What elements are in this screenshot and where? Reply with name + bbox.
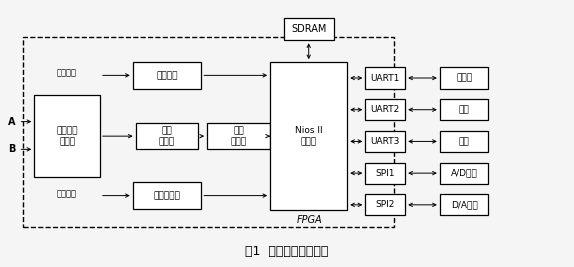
Text: B: B [8, 144, 15, 154]
Bar [365, 68, 405, 89]
Bar [440, 131, 488, 152]
Text: UART1: UART1 [371, 73, 400, 83]
Text: SDRAM: SDRAM [291, 24, 327, 34]
Bar [365, 163, 405, 184]
Bar [440, 163, 488, 184]
Bar [440, 99, 488, 120]
Text: 可逆
计数器: 可逆 计数器 [159, 126, 175, 146]
Bar [133, 182, 201, 209]
Text: 抖频计算: 抖频计算 [156, 71, 178, 80]
Text: SPI1: SPI1 [375, 169, 395, 178]
Text: 抖动: 抖动 [459, 137, 470, 146]
Text: FPGA: FPGA [297, 215, 323, 225]
Text: 上位机: 上位机 [456, 73, 472, 83]
Text: Nios II
处理器: Nios II 处理器 [295, 126, 323, 146]
Bar [365, 194, 405, 215]
Text: A: A [8, 117, 15, 127]
Bar [135, 123, 199, 149]
Bar [34, 95, 100, 177]
Bar [23, 37, 394, 227]
Bar [133, 62, 201, 89]
Text: 跳变检测
及鉴相: 跳变检测 及鉴相 [56, 126, 78, 146]
Text: 和频计数器: 和频计数器 [154, 191, 180, 200]
Bar [365, 99, 405, 120]
Text: UART3: UART3 [371, 137, 400, 146]
Text: A/D转换: A/D转换 [451, 169, 478, 178]
Text: 方向信号: 方向信号 [57, 68, 77, 77]
Text: 图1  系统功能原理框图: 图1 系统功能原理框图 [245, 245, 329, 258]
Bar [207, 123, 270, 149]
Bar [440, 194, 488, 215]
Text: 低通
滤波器: 低通 滤波器 [230, 126, 246, 146]
Text: D/A转换: D/A转换 [451, 200, 478, 209]
Bar [270, 62, 347, 210]
Bar [365, 131, 405, 152]
Text: SPI2: SPI2 [375, 200, 395, 209]
Text: 计数脉冲: 计数脉冲 [57, 190, 77, 199]
Bar [284, 18, 334, 40]
Text: 稳频: 稳频 [459, 105, 470, 114]
Bar [440, 68, 488, 89]
Text: UART2: UART2 [371, 105, 400, 114]
